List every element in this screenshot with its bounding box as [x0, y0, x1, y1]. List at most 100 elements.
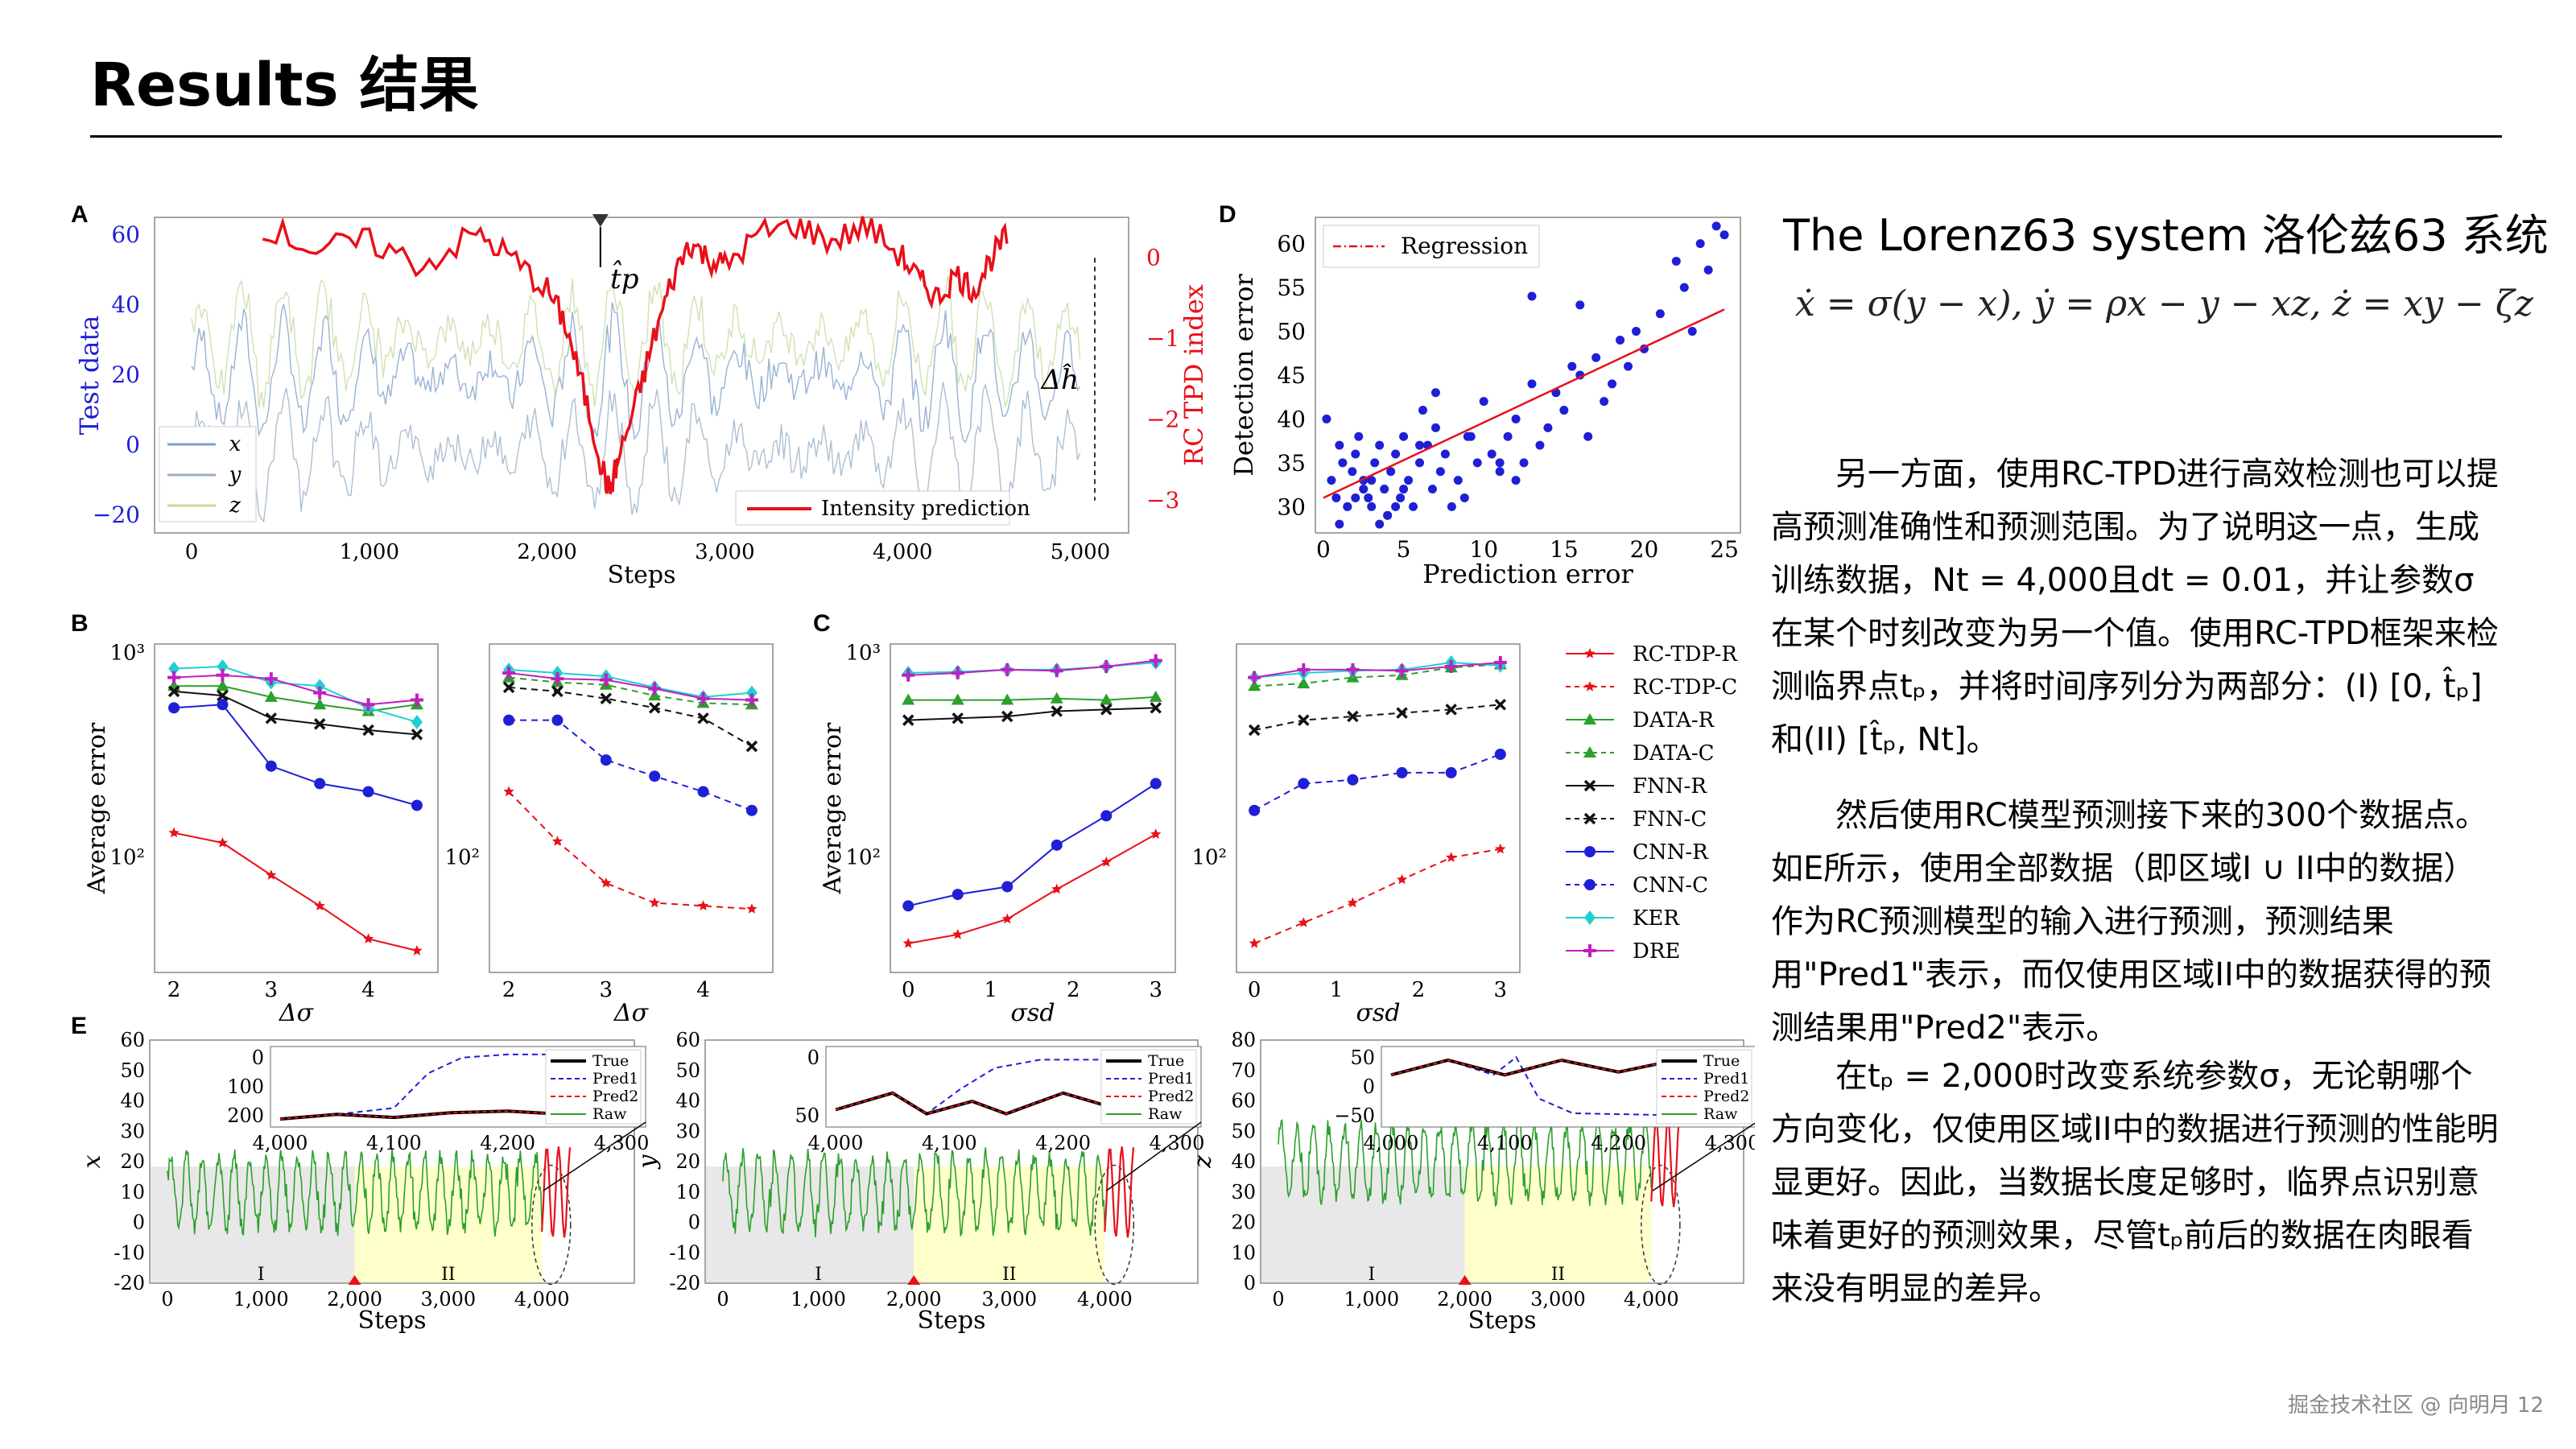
scatter-point	[1511, 414, 1521, 423]
point-RC-TDP-C	[1298, 917, 1309, 927]
point-DRE	[216, 668, 229, 682]
point-CNN-R	[314, 778, 326, 790]
x-label: Prediction error	[1422, 559, 1633, 589]
panel-a-legend-label: x	[229, 432, 242, 456]
inset-pointer-arrow	[1105, 1121, 1202, 1191]
y-tick: 60	[1277, 231, 1306, 258]
series-line-FNN-C	[509, 686, 753, 747]
y-tick: 40	[120, 1090, 145, 1113]
point-DRE	[1100, 660, 1113, 674]
scatter-point	[1415, 440, 1425, 450]
point-DRE	[551, 672, 564, 686]
scatter-point	[1687, 327, 1697, 336]
inset-x-tick: 4,200	[480, 1132, 535, 1154]
point-DRE	[167, 671, 181, 684]
scatter-point	[1391, 449, 1401, 459]
point-CNN-R	[902, 900, 914, 912]
scatter-point	[1351, 493, 1360, 502]
point-FNN-R	[1100, 704, 1113, 716]
point-FNN-C	[1298, 714, 1310, 726]
text-line: 味着更好的预测效果，尽管tₚ前后的数据在肉眼看	[1771, 1217, 2474, 1254]
panel-a-yleft-tick: 0	[126, 431, 140, 458]
y-tick: 35	[1277, 450, 1306, 477]
x-label: σsd	[1010, 999, 1055, 1027]
point-KER	[411, 714, 423, 729]
point-RC-TDP-R	[952, 928, 964, 939]
x-tick: 2,000	[1437, 1288, 1492, 1311]
scatter-point	[1399, 485, 1409, 494]
point-CNN-C	[600, 754, 612, 766]
panel-a-legend-label: y	[229, 463, 242, 487]
text-line: 方向变化，仅使用区域II中的数据进行预测的性能明	[1771, 1111, 2499, 1148]
scatter-point	[1600, 397, 1609, 407]
point-FNN-R	[902, 714, 914, 726]
y-tick: 10	[675, 1181, 700, 1203]
inset-y-tick: 100	[227, 1075, 264, 1098]
y-tick: 50	[675, 1059, 700, 1082]
scatter-point	[1711, 221, 1721, 231]
inset-legend-label: Raw	[1148, 1105, 1183, 1123]
y-tick: 30	[1231, 1181, 1256, 1203]
inset-legend-label: Raw	[1703, 1105, 1738, 1123]
scatter-point	[1367, 476, 1377, 485]
point-CNN-R	[1051, 839, 1063, 851]
series-line-DRE	[1254, 662, 1501, 679]
point-RC-TDP-R	[1001, 913, 1013, 924]
inset-x-tick: 4,100	[1477, 1132, 1533, 1154]
legend-label-regression: Regression	[1401, 233, 1528, 259]
y-tick: 50	[120, 1059, 145, 1082]
region-label-ii: II	[1002, 1265, 1016, 1285]
point-FNN-R	[313, 718, 326, 730]
point-KER	[745, 685, 758, 700]
point-DATA-C	[1248, 679, 1261, 691]
y-tick: 50	[1231, 1120, 1256, 1142]
legend-label-KER: KER	[1633, 906, 1680, 931]
inset-legend-label: Pred1	[1703, 1070, 1749, 1088]
text-line: 在tₚ = 2,000时改变系统参数σ，无论朝哪个	[1835, 1058, 2473, 1095]
x-tick: 1	[1330, 978, 1344, 1002]
raw-series-line	[1278, 1116, 1653, 1208]
x-tick: 15	[1550, 536, 1579, 563]
legend-marker-FNN-C	[1583, 812, 1596, 825]
text-line: 然后使用RC模型预测接下来的300个数据点。	[1835, 797, 2488, 834]
scatter-point	[1459, 493, 1469, 502]
x-tick: 2	[167, 978, 181, 1002]
scatter-point	[1559, 406, 1569, 415]
y-tick: 10	[120, 1181, 145, 1203]
point-DRE	[696, 691, 710, 705]
series-line-DATA-R	[908, 696, 1156, 701]
point-FNN-C	[551, 685, 564, 698]
panel-a-legend-label-intensity: Intensity prediction	[821, 497, 1030, 521]
legend-label-RC-TDP-C: RC-TDP-C	[1633, 675, 1737, 700]
series-line-RC-TDP-R	[173, 832, 418, 952]
scatter-point	[1719, 230, 1729, 240]
scatter-point	[1364, 493, 1373, 502]
scatter-point	[1495, 458, 1505, 468]
inset-x-tick: 4,300	[1150, 1132, 1205, 1154]
inset-legend-label: Pred1	[1148, 1070, 1194, 1088]
point-RC-TDP-R	[362, 933, 374, 943]
y-tick: 30	[1277, 493, 1306, 520]
x-tick: 3	[1149, 978, 1162, 1002]
y-tick: 30	[675, 1120, 700, 1142]
x-tick: 3,000	[981, 1288, 1037, 1311]
x-tick: 3	[1494, 978, 1508, 1002]
legend-label-DRE: DRE	[1633, 939, 1680, 964]
panel-a-xlabel: Steps	[608, 561, 676, 589]
y-tick: 55	[1277, 275, 1306, 301]
scatter-point	[1503, 431, 1513, 441]
scatter-point	[1527, 291, 1537, 301]
scatter-point	[1583, 431, 1593, 441]
point-CNN-C	[503, 714, 515, 726]
panel-a-yright-tick: −2	[1146, 406, 1179, 432]
panel-a-yright-tick: −1	[1146, 325, 1179, 352]
forecast-series-line	[1104, 1146, 1135, 1238]
point-RC-TDP-C	[1249, 937, 1260, 948]
scatter-point	[1624, 361, 1633, 371]
x-tick: 2,000	[327, 1288, 382, 1311]
inset-legend-label: Raw	[592, 1105, 627, 1123]
scatter-point	[1418, 406, 1427, 415]
scatter-point	[1430, 423, 1440, 432]
point-FNN-R	[1001, 710, 1013, 723]
region-ii-background	[1464, 1166, 1652, 1282]
